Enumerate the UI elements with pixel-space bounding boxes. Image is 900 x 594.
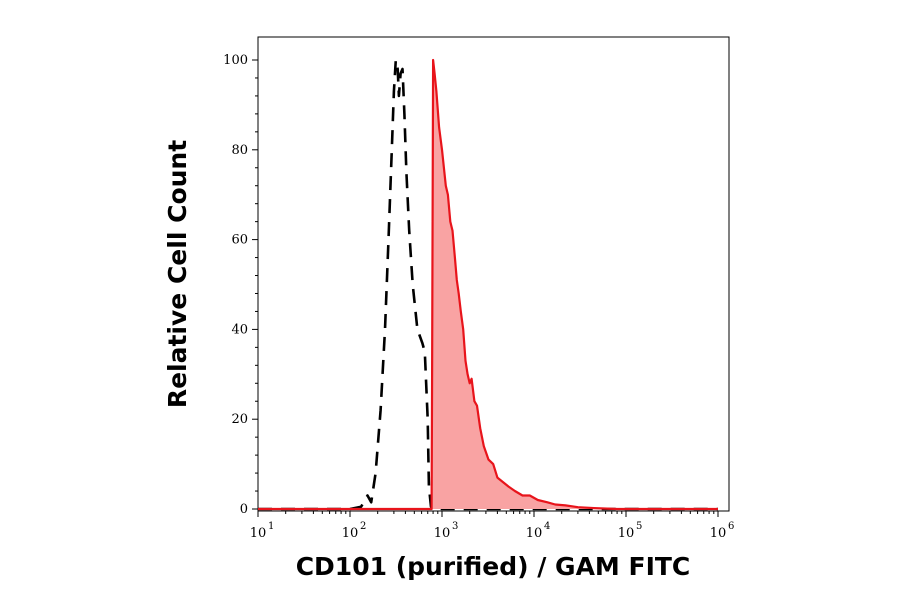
y-tick-label: 20 [231, 412, 248, 427]
x-tick-label-exp: 6 [728, 521, 734, 532]
series-layer [258, 58, 718, 511]
x-tick-label-exp: 4 [544, 521, 550, 532]
x-tick-label-base: 10 [526, 526, 543, 541]
y-axis: 0 20 40 60 80 100 [223, 53, 258, 517]
x-axis: 10 1 10 2 10 3 10 4 10 5 10 6 [250, 511, 734, 541]
series-1-line [258, 58, 718, 511]
y-tick-label: 80 [231, 143, 248, 158]
x-tick-label-exp: 3 [452, 521, 458, 532]
y-tick-label: 60 [231, 233, 248, 248]
x-tick-label-base: 10 [618, 526, 635, 541]
x-tick-label-base: 10 [342, 526, 359, 541]
series-1-area [258, 60, 718, 509]
x-tick-label-base: 10 [250, 526, 267, 541]
plot-frame [257, 36, 730, 512]
x-tick-label-base: 10 [434, 526, 451, 541]
series-0-line [258, 58, 718, 511]
y-tick-label: 100 [223, 53, 248, 68]
x-tick-label-exp: 5 [636, 521, 642, 532]
x-tick-label-base: 10 [710, 526, 727, 541]
y-axis-title: Relative Cell Count [163, 140, 192, 408]
x-tick-label-exp: 1 [268, 521, 274, 532]
y-tick-label: 40 [231, 322, 248, 337]
y-tick-label: 0 [240, 502, 248, 517]
x-axis-title: CD101 (purified) / GAM FITC [296, 552, 691, 581]
x-tick-label-exp: 2 [360, 521, 366, 532]
